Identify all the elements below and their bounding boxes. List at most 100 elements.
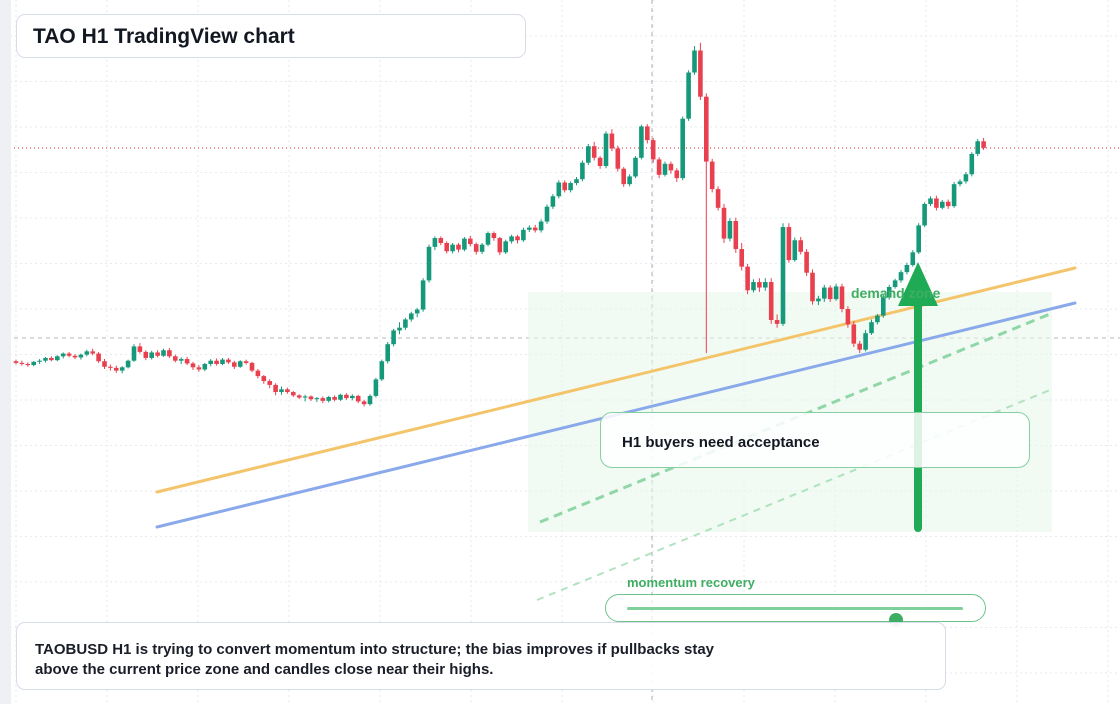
candle-body xyxy=(444,243,449,252)
candle-body xyxy=(833,286,839,300)
candle-body xyxy=(249,362,255,371)
candle-series xyxy=(13,42,986,407)
candle-body xyxy=(237,361,243,367)
candle-body xyxy=(845,309,851,325)
candle-body xyxy=(804,251,809,273)
candle-body xyxy=(25,364,31,366)
candle-body xyxy=(208,360,213,364)
candle-body xyxy=(892,280,898,287)
candle-body xyxy=(904,265,910,273)
candle-body xyxy=(361,401,367,405)
candle-body xyxy=(668,163,674,171)
candle-body xyxy=(468,238,473,245)
candle-body xyxy=(78,354,84,358)
candle-body xyxy=(957,181,963,185)
candle-body xyxy=(338,394,343,400)
candle-body xyxy=(609,133,615,149)
candle-body xyxy=(261,376,267,382)
candle-body xyxy=(326,397,331,401)
summary-panel: TAOBUSD H1 is trying to convert momentum… xyxy=(16,622,946,690)
candle-body xyxy=(509,236,514,242)
candle-body xyxy=(975,141,980,154)
candle-body xyxy=(167,350,172,357)
candle-body xyxy=(43,357,48,361)
candle-body xyxy=(940,201,945,208)
candle-body xyxy=(709,161,715,190)
candle-body xyxy=(49,357,54,361)
candle-body xyxy=(851,324,857,344)
candle-body xyxy=(715,189,721,208)
candle-body xyxy=(37,360,42,362)
candle-body xyxy=(621,168,626,185)
candle-body xyxy=(450,244,455,252)
callout-text: H1 buyers need acceptance xyxy=(622,434,820,451)
candle-body xyxy=(456,244,461,250)
candle-body xyxy=(190,363,196,368)
candle-body xyxy=(19,362,25,364)
candle-body xyxy=(155,352,160,356)
candle-body xyxy=(674,170,680,179)
candle-body xyxy=(462,238,467,250)
candle-body xyxy=(550,196,556,207)
candle-body xyxy=(31,361,36,366)
candle-body xyxy=(521,229,526,241)
candle-body xyxy=(279,389,284,393)
candle-body xyxy=(409,313,414,320)
candle-body xyxy=(131,346,137,361)
candle-body xyxy=(780,227,786,324)
candle-body xyxy=(243,361,249,363)
candle-body xyxy=(84,351,90,355)
candle-body xyxy=(291,392,296,396)
candle-body xyxy=(562,182,567,191)
candle-body xyxy=(414,309,420,314)
candle-body xyxy=(969,153,975,175)
candle-body xyxy=(875,315,880,323)
candle-body xyxy=(296,395,302,398)
candle-body xyxy=(928,198,933,204)
candle-body xyxy=(55,356,60,361)
candle-body xyxy=(373,379,379,396)
candle-body xyxy=(568,183,573,191)
candle-body xyxy=(72,355,78,358)
candle-body xyxy=(232,362,237,367)
candle-body xyxy=(745,266,750,291)
candle-body xyxy=(922,203,927,226)
candle-body xyxy=(308,396,314,400)
candle-body xyxy=(178,359,184,361)
candle-body xyxy=(857,343,862,350)
momentum-track xyxy=(627,607,963,627)
candle-body xyxy=(591,146,597,158)
candle-body xyxy=(721,207,727,239)
candle-body xyxy=(945,201,951,207)
candle-body xyxy=(733,221,739,250)
candle-body xyxy=(350,395,355,399)
candle-body xyxy=(355,395,361,402)
candle-body xyxy=(485,233,491,245)
candle-body xyxy=(603,133,609,166)
candle-body xyxy=(633,157,638,177)
candle-body xyxy=(332,397,337,400)
candle-body xyxy=(66,353,72,356)
candle-body xyxy=(951,184,957,207)
candle-body xyxy=(816,298,821,302)
candle-body xyxy=(367,395,373,405)
candle-body xyxy=(438,238,444,243)
candle-body xyxy=(774,320,780,324)
candle-body xyxy=(426,246,432,281)
candle-body xyxy=(161,350,166,356)
page-title: TAO H1 TradingView chart xyxy=(33,25,295,48)
momentum-slider[interactable] xyxy=(605,594,986,627)
candle-body xyxy=(344,394,349,399)
candle-body xyxy=(916,225,921,253)
candle-body xyxy=(650,140,656,160)
candle-body xyxy=(662,163,668,175)
candle-body xyxy=(839,286,845,309)
candle-body xyxy=(273,384,278,393)
candle-body xyxy=(881,297,886,316)
candle-body xyxy=(827,287,833,300)
candle-body xyxy=(491,233,497,239)
candle-body xyxy=(432,238,438,247)
candle-body xyxy=(645,126,650,141)
candle-body xyxy=(226,359,231,363)
summary-text: TAOBUSD H1 is trying to convert momentum… xyxy=(35,641,715,678)
